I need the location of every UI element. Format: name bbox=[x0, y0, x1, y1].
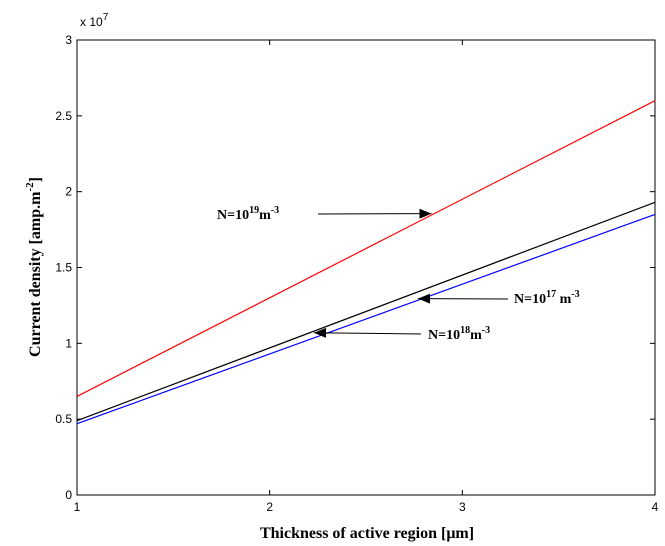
y-axis-title: Current density [amp.m-2] bbox=[24, 177, 44, 357]
y-tick-label: 2.5 bbox=[55, 109, 72, 123]
annotation-arrow-head bbox=[418, 293, 431, 304]
x-tick-label: 2 bbox=[266, 500, 273, 514]
y-multiplier: x 107 bbox=[80, 12, 109, 29]
series-line-1 bbox=[76, 100, 656, 397]
x-tick-label: 4 bbox=[652, 500, 659, 514]
series-line-2 bbox=[76, 201, 656, 422]
y-tick-label: 2 bbox=[65, 185, 72, 199]
annotations-group: N=1019m-3 N=1017 m-3 N=1018m-3 bbox=[217, 205, 580, 343]
y-tick-label: 1 bbox=[65, 336, 72, 350]
plot-frame bbox=[76, 39, 656, 496]
annotation-label: N=1017 m-3 bbox=[514, 289, 580, 307]
y-tick-label: 0.5 bbox=[55, 412, 72, 426]
x-tick-label: 1 bbox=[74, 500, 81, 514]
x-tick-label: 3 bbox=[459, 500, 466, 514]
series-group bbox=[76, 100, 656, 425]
ticks-group: 1 2 3 4 0 0.5 1 1.5 2 2.5 3 bbox=[55, 33, 658, 514]
annotation-label: N=1019m-3 bbox=[217, 205, 279, 223]
annotation-label: N=1018m-3 bbox=[428, 325, 490, 343]
y-tick-label: 0 bbox=[65, 488, 72, 502]
y-tick-label: 1.5 bbox=[55, 261, 72, 275]
annotation-arrow-line bbox=[313, 332, 422, 335]
series-line-3 bbox=[76, 213, 656, 425]
annotation-arrow-head bbox=[419, 208, 432, 219]
y-tick-label: 3 bbox=[65, 33, 72, 47]
annotation-arrow-head bbox=[313, 327, 327, 338]
x-axis-title: Thickness of active region [μm] bbox=[260, 525, 474, 542]
